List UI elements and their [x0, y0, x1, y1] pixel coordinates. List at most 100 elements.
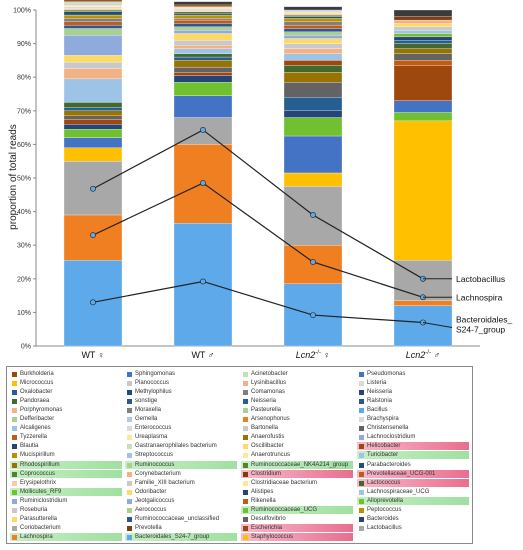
bar-segment [283, 16, 343, 19]
legend-entry: Coriobacterium [10, 524, 122, 532]
chart-trend-lines [90, 127, 453, 328]
legend-swatch [127, 525, 132, 531]
legend-label: Erysipelothrix [20, 479, 57, 486]
bar-segment [283, 38, 343, 44]
y-tick-label: 100% [13, 8, 31, 15]
legend-label: Christensenella [367, 425, 409, 432]
legend-entry: Sphingomonas [125, 370, 237, 378]
legend-entry: Lachnospiraceae_UCG [357, 488, 469, 496]
legend-swatch [359, 453, 364, 459]
bar-segment [393, 16, 453, 21]
x-tick-label: Lcn2-/- ♂ [406, 350, 440, 360]
legend-label: Bartonella [251, 425, 279, 432]
y-tick-label: 0% [21, 344, 31, 351]
legend-swatch [243, 381, 248, 387]
legend-entry: Desulfovibrio [241, 515, 353, 523]
legend-swatch [359, 435, 364, 441]
trend-point [200, 278, 206, 285]
legend-label: Parabacteroides [367, 461, 411, 468]
legend-entry: Helicobacter [357, 442, 469, 451]
legend-label: Clostridium [251, 470, 282, 477]
bar-segment [173, 4, 233, 7]
y-tick-label: 10% [17, 310, 31, 317]
legend-entry: sonstige [125, 397, 237, 405]
bar-segment [283, 72, 343, 83]
bar-segment [283, 110, 343, 118]
legend-entry: Neisseria [357, 388, 469, 396]
bar-segment [283, 43, 343, 49]
legend-swatch [243, 372, 248, 377]
bar-segment [283, 48, 343, 54]
legend-swatch [243, 507, 248, 513]
legend-entry: Peptococcus [357, 506, 469, 514]
legend-label: Alistipes [251, 488, 274, 495]
legend-entry: Ruminococcaceae_NK4A214_group [241, 460, 353, 469]
bar-segment [283, 21, 343, 26]
legend-entry: Blautia [10, 442, 122, 450]
y-tick-label: 90% [17, 41, 31, 48]
label-leader [422, 321, 453, 328]
legend-label: Lachnospira [20, 533, 53, 540]
bar-segment [393, 40, 453, 44]
bar-segment [173, 18, 233, 21]
legend-swatch [359, 489, 364, 495]
bar-segment [283, 24, 343, 29]
legend-label: Coprococcus [20, 470, 56, 477]
legend-swatch [12, 534, 17, 540]
legend-swatch [127, 534, 132, 540]
legend-label: Pseudomonas [367, 371, 406, 377]
bar-segment [393, 19, 453, 24]
legend-label: Lachnospiraceae_UCG [367, 488, 430, 495]
bar-segment [63, 129, 123, 138]
bar-segment [283, 53, 343, 61]
bar-segment [283, 35, 343, 39]
legend-label: Ruminococcus [135, 461, 175, 468]
legend-entry: Brachyspira [357, 415, 469, 423]
y-tick-label: 30% [17, 243, 31, 250]
legend-entry: Christensenella [357, 424, 469, 432]
legend-swatch [243, 498, 248, 504]
y-tick-label: 20% [17, 276, 31, 283]
legend-label: Bacillus [367, 407, 388, 414]
legend-swatch [359, 498, 364, 504]
legend-entry: Methylophilus [125, 388, 237, 396]
legend-entry: Planococcus [125, 379, 237, 387]
legend-entry: Roseburia [10, 506, 122, 514]
bar-segment [173, 66, 233, 73]
x-tick-label: WT ♂ [191, 350, 214, 360]
bar-segment [173, 30, 233, 34]
bar-segment [63, 115, 123, 120]
legend-swatch [359, 471, 364, 477]
bar-segment [63, 107, 123, 111]
bar-segment [173, 19, 233, 24]
y-tick-label: 50% [17, 176, 31, 183]
legend-entry: Alcaligenes [10, 424, 122, 432]
legend-swatch [12, 390, 17, 396]
legend-swatch [127, 498, 132, 504]
legend-entry: Parasutterella [10, 515, 122, 523]
bar-segment [63, 1, 123, 4]
legend-swatch [12, 471, 17, 477]
bar-segment [173, 95, 233, 118]
legend-swatch [127, 426, 132, 432]
legend-label: Gastranaerophilales bacterium [135, 443, 217, 450]
legend-entry: Moraxella [125, 406, 237, 414]
chart-legend: Burkholderia Micrococcus Oxalobacter Pandor… [6, 366, 473, 544]
legend-entry: Oxalobacter [10, 388, 122, 396]
bar-segment [63, 61, 123, 69]
legend-entry: Aerococcus [125, 506, 237, 514]
legend-label: Prevotellaceae_UCG-001 [367, 470, 436, 477]
legend-swatch [12, 498, 17, 504]
legend-entry: Bartonella [241, 424, 353, 432]
legend-entry: Staphylococcus [241, 532, 353, 541]
legend-entry: Anaerofustis [241, 433, 353, 441]
legend-swatch [127, 408, 132, 414]
legend-swatch [12, 489, 17, 495]
bar-segment [283, 172, 343, 187]
legend-label: Burkholderia [20, 371, 54, 377]
legend-swatch [243, 525, 248, 531]
legend-label: Jeotgalicoccus [135, 497, 175, 504]
legend-swatch [12, 408, 17, 414]
bar-segment [173, 13, 233, 16]
bar-segment [173, 60, 233, 68]
